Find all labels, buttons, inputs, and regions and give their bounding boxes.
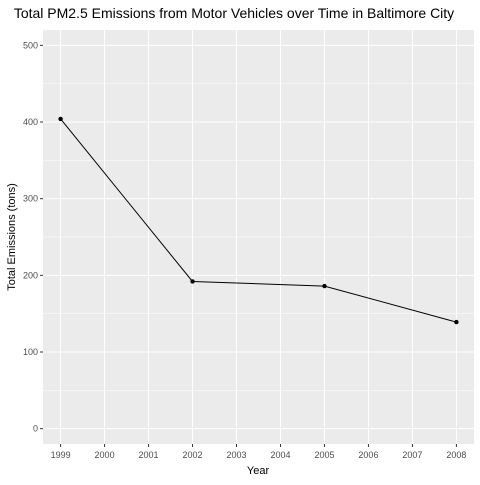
y-tick-label: 200 [23, 270, 38, 280]
x-tick-label: 2004 [270, 450, 290, 460]
data-point [190, 279, 195, 284]
x-tick-label: 2007 [402, 450, 422, 460]
major-gridlines [43, 30, 474, 444]
data-point [454, 319, 459, 325]
y-tick-label: 300 [23, 194, 38, 204]
x-tick-label: 2002 [183, 450, 203, 460]
series-line [60, 118, 457, 323]
x-axis: 1999 2000 2001 2002 2003 2004 2005 2006 2007 2008 [51, 444, 466, 460]
chart-title: Total PM2.5 Emissions from Motor Vehicle… [14, 5, 454, 21]
minor-gridlines [43, 83, 474, 391]
x-tick-label: 2008 [446, 450, 466, 460]
y-axis: 0 100 200 300 400 500 [23, 40, 43, 434]
y-tick-label: 500 [23, 40, 38, 50]
series-layer [58, 116, 459, 325]
data-point [58, 116, 63, 122]
x-tick-label: 2006 [358, 450, 378, 460]
x-tick-label: 1999 [51, 450, 71, 460]
y-tick-label: 100 [23, 347, 38, 357]
x-tick-label: 2001 [139, 450, 159, 460]
x-tick-label: 2000 [95, 450, 115, 460]
y-axis-title: Total Emissions (tons) [6, 183, 18, 291]
y-tick-label: 400 [23, 117, 38, 127]
x-tick-label: 2003 [226, 450, 246, 460]
x-tick-label: 2005 [314, 450, 334, 460]
y-tick-label: 0 [33, 424, 38, 434]
data-point [322, 283, 327, 289]
x-axis-title: Year [247, 465, 270, 477]
